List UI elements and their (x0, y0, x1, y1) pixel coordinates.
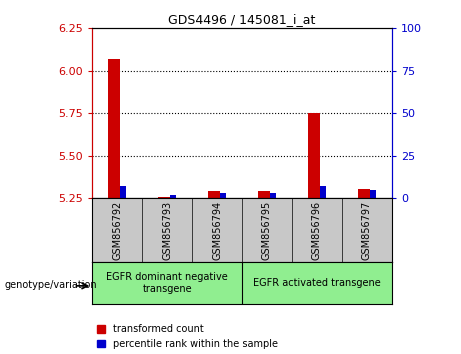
Text: EGFR dominant negative
transgene: EGFR dominant negative transgene (106, 272, 228, 294)
Text: GSM856796: GSM856796 (312, 200, 322, 260)
Bar (320, 186, 326, 198)
Bar (220, 193, 226, 198)
Bar (171, 195, 177, 198)
Text: EGFR activated transgene: EGFR activated transgene (253, 278, 381, 288)
Legend: transformed count, percentile rank within the sample: transformed count, percentile rank withi… (97, 324, 278, 349)
Text: GSM856793: GSM856793 (162, 200, 172, 260)
Bar (208, 190, 220, 198)
Text: GSM856792: GSM856792 (112, 200, 122, 260)
Text: GSM856794: GSM856794 (212, 200, 222, 260)
Bar (270, 193, 276, 198)
Bar (108, 59, 120, 198)
Title: GDS4496 / 145081_i_at: GDS4496 / 145081_i_at (168, 13, 316, 26)
Text: genotype/variation: genotype/variation (5, 280, 97, 290)
Text: GSM856795: GSM856795 (262, 200, 272, 260)
Bar (120, 186, 126, 198)
Text: GSM856797: GSM856797 (362, 200, 372, 260)
Bar (358, 189, 370, 198)
Bar (258, 190, 270, 198)
Bar (370, 190, 376, 198)
Bar (307, 113, 320, 198)
